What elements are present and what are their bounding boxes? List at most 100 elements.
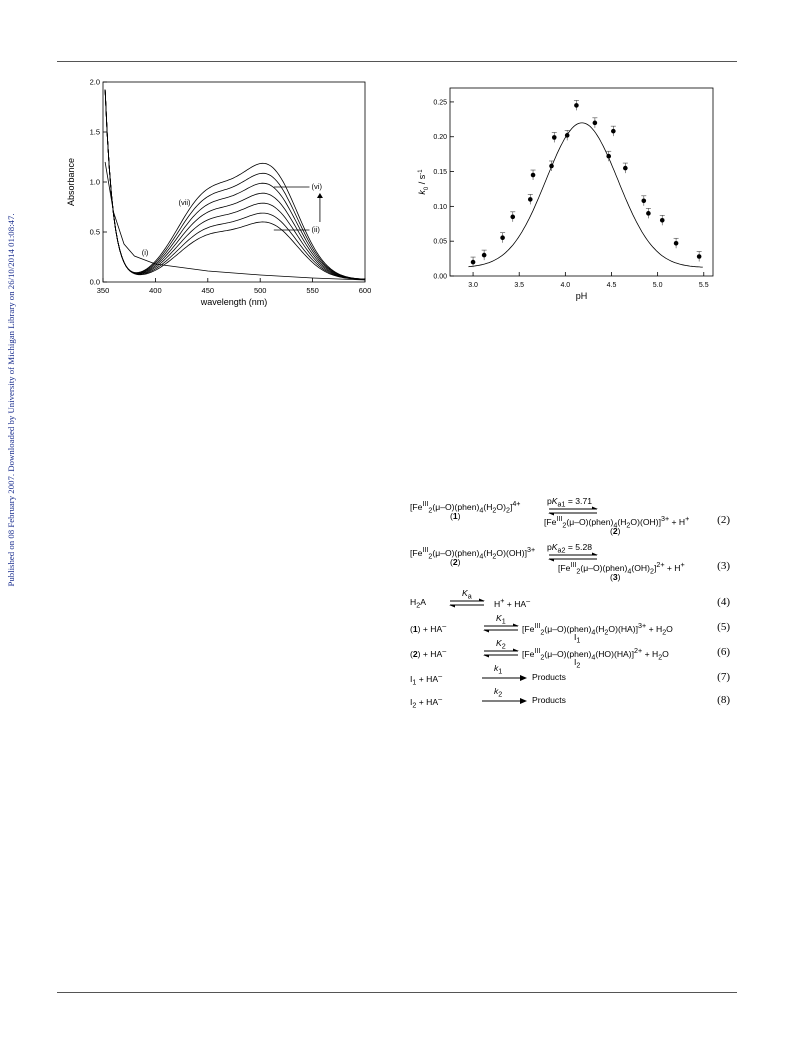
spectrum-line-3 [104, 89, 366, 280]
y-tick-label: 1.0 [90, 178, 100, 187]
spectrum-label-i: (i) [142, 248, 149, 257]
plot-frame [449, 87, 714, 277]
x-tick-label: 500 [254, 286, 267, 295]
equation-products: H+ + HA– [494, 597, 531, 609]
y-tick-label: 2.0 [90, 78, 100, 87]
equilibrium-arrow-icon [449, 598, 485, 608]
equation-constant: K2 [496, 638, 506, 651]
equation-constant: K1 [496, 613, 506, 626]
data-point [611, 128, 616, 134]
reaction-arrow-icon [482, 675, 527, 681]
spectrum-line-4 [104, 89, 366, 280]
equation-products: [FeIII2(μ–O)(phen)4(H2O)(HA)]3+ + H2O [522, 622, 673, 637]
equation-number: (7) [717, 671, 730, 683]
bottom-rule [57, 992, 737, 993]
x-tick-label: 450 [202, 286, 215, 295]
y-tick-label: 0.25 [433, 99, 447, 106]
y-tick-label: 0.15 [433, 169, 447, 176]
x-tick-label: 3.0 [468, 282, 478, 289]
y-tick-label: 0.00 [433, 274, 447, 281]
equation-products: Products [532, 672, 566, 682]
equilibrium-arrow-icon [483, 648, 519, 658]
spectrum-line-7 [104, 89, 366, 280]
x-tick-label: 350 [97, 286, 110, 295]
equation-constant: k2 [494, 686, 503, 699]
x-tick-label: 5.0 [653, 282, 663, 289]
intermediate-label: I2 [574, 657, 581, 670]
data-point [510, 214, 516, 220]
data-point [527, 197, 533, 202]
equation-constant: k1 [494, 663, 503, 676]
spectrum-line-2 [104, 89, 366, 280]
y-tick-label: 0.0 [90, 278, 100, 287]
equation-reactants: (2) + HA– [410, 647, 447, 659]
equation-number: (4) [717, 596, 730, 608]
reaction-arrow-icon [482, 698, 527, 704]
data-point [592, 120, 598, 126]
equation-right: [FeIII2(μ–O)(phen)4(H2O)(OH)]3+ + H+ [544, 515, 690, 530]
equation-constant: Ka [462, 588, 472, 601]
x-tick-label: 4.0 [560, 282, 570, 289]
data-point [564, 133, 570, 138]
equation-reactants: I1 + HA– [410, 672, 443, 687]
y-axis-label: Absorbance [66, 158, 76, 206]
equilibrium-arrow-icon [548, 506, 598, 516]
equation-number: (6) [717, 646, 730, 658]
data-point [673, 240, 679, 246]
data-point [623, 165, 628, 171]
data-point [481, 252, 487, 258]
x-tick-label: 600 [359, 286, 372, 295]
equation-reactants: I2 + HA– [410, 695, 443, 710]
equation-left: [FeIII2(μ–O)(phen)4(H2O)(OH)]3+ [410, 546, 536, 561]
data-point [574, 103, 579, 108]
equation-right-label: (2) [610, 526, 621, 536]
y-tick-label: 0.10 [433, 204, 447, 211]
x-axis-label: pH [576, 291, 588, 301]
equation-number: (8) [717, 694, 730, 706]
intermediate-label: I1 [574, 632, 581, 645]
equation-right-label: (3) [610, 572, 621, 582]
data-point [696, 254, 702, 259]
watermark-text: Published on 08 February 2007. Downloade… [6, 213, 16, 587]
top-rule [57, 61, 737, 62]
download-watermark: Published on 08 February 2007. Downloade… [2, 160, 20, 640]
up-arrowhead-icon [316, 193, 323, 198]
spectrum-label-ii: (ii) [312, 225, 321, 234]
data-point [549, 163, 554, 169]
data-point [606, 153, 612, 159]
data-point [470, 259, 476, 265]
equation-reactants: (1) + HA– [410, 622, 447, 634]
x-tick-label: 5.5 [699, 282, 709, 289]
equation-number: (5) [717, 621, 730, 633]
x-tick-label: 4.5 [607, 282, 617, 289]
data-point [500, 235, 505, 241]
y-tick-label: 0.05 [433, 239, 447, 246]
y-tick-label: 0.5 [90, 228, 100, 237]
spectrum-line-6 [104, 89, 366, 280]
absorbance-spectra-chart: 350 400 450 500 550 600 0.0 0.5 1.0 1.5 2.0 wavelen… [66, 78, 372, 308]
equation-products: Products [532, 695, 566, 705]
data-point [530, 172, 536, 178]
spectrum-line-5 [104, 89, 366, 280]
equation-left-label: (1) [450, 511, 461, 521]
equilibrium-arrow-icon [483, 623, 519, 633]
data-point [641, 198, 647, 204]
equilibrium-arrow-icon [548, 552, 598, 562]
equation-products: [FeIII2(μ–O)(phen)4(HO)(HA)]2+ + H2O [522, 647, 669, 662]
spectrum-label-vii: (vii) [178, 198, 191, 207]
equation-left-label: (2) [450, 557, 461, 567]
data-point [659, 217, 665, 223]
data-point [646, 211, 651, 216]
x-tick-label: 3.5 [514, 282, 524, 289]
equation-right: [FeIII2(μ–O)(phen)4(OH)2]2+ + H+ [558, 561, 685, 576]
equation-number: (2) [717, 514, 730, 526]
spectrum-label-vi: (vi) [312, 182, 323, 191]
y-tick-label: 1.5 [90, 128, 100, 137]
equation-number: (3) [717, 560, 730, 572]
equation-left: [FeIII2(μ–O)(phen)4(H2O)2]4+ [410, 500, 521, 515]
equilibrium-constant: pKa2 = 5.28 [547, 542, 593, 555]
y-tick-label: 0.20 [433, 134, 447, 141]
rate-vs-ph-chart: 3.0 3.5 4.0 4.5 5.0 5.5 0.00 0.05 0.10 0.15 0.20 0.… [417, 87, 714, 301]
spectrum-line-1 [104, 89, 365, 280]
data-point [551, 135, 557, 140]
